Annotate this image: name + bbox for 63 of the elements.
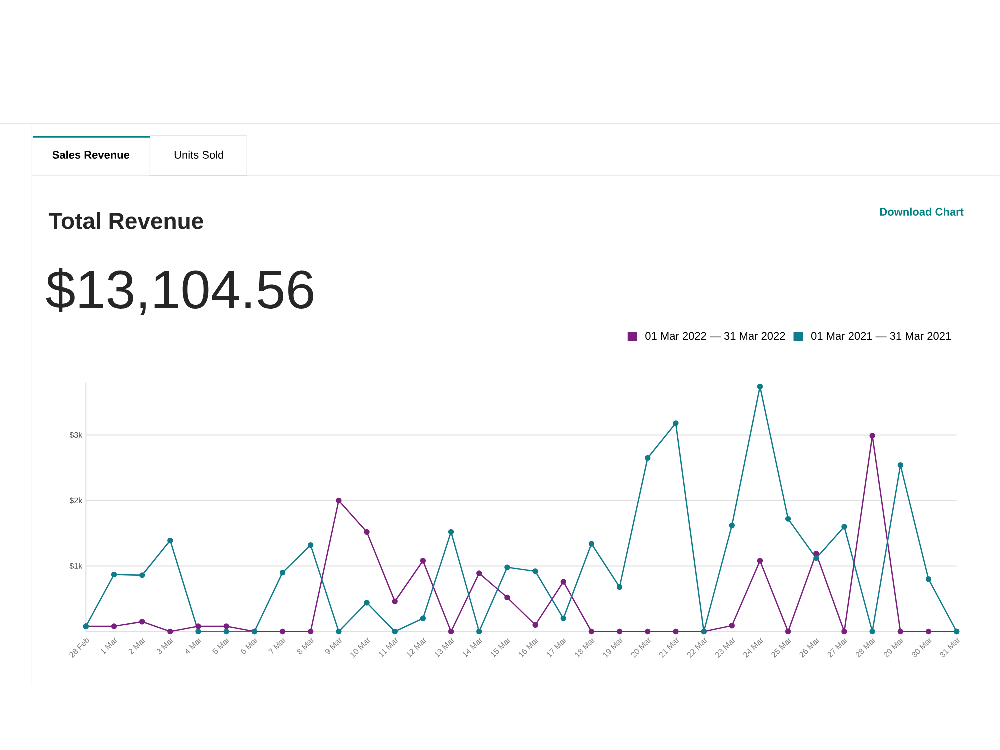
point bbox=[420, 616, 426, 622]
point bbox=[926, 629, 932, 635]
point bbox=[420, 558, 426, 564]
point bbox=[757, 384, 764, 390]
point bbox=[842, 524, 848, 530]
point bbox=[392, 629, 398, 635]
point bbox=[588, 541, 595, 547]
text: Sales Revenue bbox=[52, 151, 130, 160]
point bbox=[139, 619, 146, 625]
point bbox=[476, 629, 482, 635]
point bbox=[645, 455, 651, 462]
point bbox=[280, 570, 286, 576]
point bbox=[870, 629, 876, 635]
point bbox=[224, 624, 230, 630]
point bbox=[560, 616, 566, 622]
point bbox=[757, 558, 764, 564]
point bbox=[814, 551, 820, 557]
point bbox=[532, 622, 538, 628]
point bbox=[196, 629, 202, 635]
point bbox=[645, 629, 651, 635]
point bbox=[870, 433, 876, 439]
point bbox=[673, 629, 679, 635]
chart-subtitle: $13,104.56 bbox=[46, 268, 314, 316]
point bbox=[673, 420, 679, 426]
point bbox=[364, 529, 370, 536]
point bbox=[308, 542, 314, 548]
point bbox=[616, 629, 623, 635]
point bbox=[139, 572, 146, 578]
point bbox=[111, 572, 118, 578]
point bbox=[814, 556, 820, 562]
point bbox=[504, 564, 510, 571]
legend-label: 01 Mar 2021 — 31 Mar 2021 bbox=[811, 332, 952, 340]
point bbox=[168, 538, 174, 544]
point bbox=[168, 629, 174, 635]
point bbox=[729, 623, 735, 629]
point bbox=[842, 629, 848, 635]
point bbox=[364, 600, 370, 606]
point bbox=[729, 522, 735, 529]
point bbox=[196, 624, 202, 630]
point bbox=[111, 624, 118, 630]
point bbox=[336, 629, 342, 635]
point bbox=[616, 584, 623, 590]
point bbox=[560, 579, 566, 585]
chart-title: Total Revenue bbox=[48, 212, 204, 230]
point bbox=[448, 629, 454, 635]
point bbox=[898, 629, 904, 635]
point bbox=[308, 629, 314, 635]
point bbox=[926, 576, 932, 582]
point bbox=[898, 462, 904, 468]
point bbox=[504, 594, 510, 601]
point bbox=[785, 516, 792, 522]
point bbox=[224, 629, 230, 635]
point bbox=[280, 629, 286, 635]
legend-label: 01 Mar 2022 — 31 Mar 2022 bbox=[646, 332, 786, 340]
point bbox=[588, 629, 595, 635]
point bbox=[392, 598, 398, 605]
point bbox=[336, 498, 342, 504]
point bbox=[448, 529, 454, 536]
text: Download Chart bbox=[880, 208, 964, 216]
point bbox=[785, 629, 792, 635]
point bbox=[476, 570, 482, 576]
text: Units Sold bbox=[174, 151, 224, 160]
point bbox=[532, 568, 538, 574]
